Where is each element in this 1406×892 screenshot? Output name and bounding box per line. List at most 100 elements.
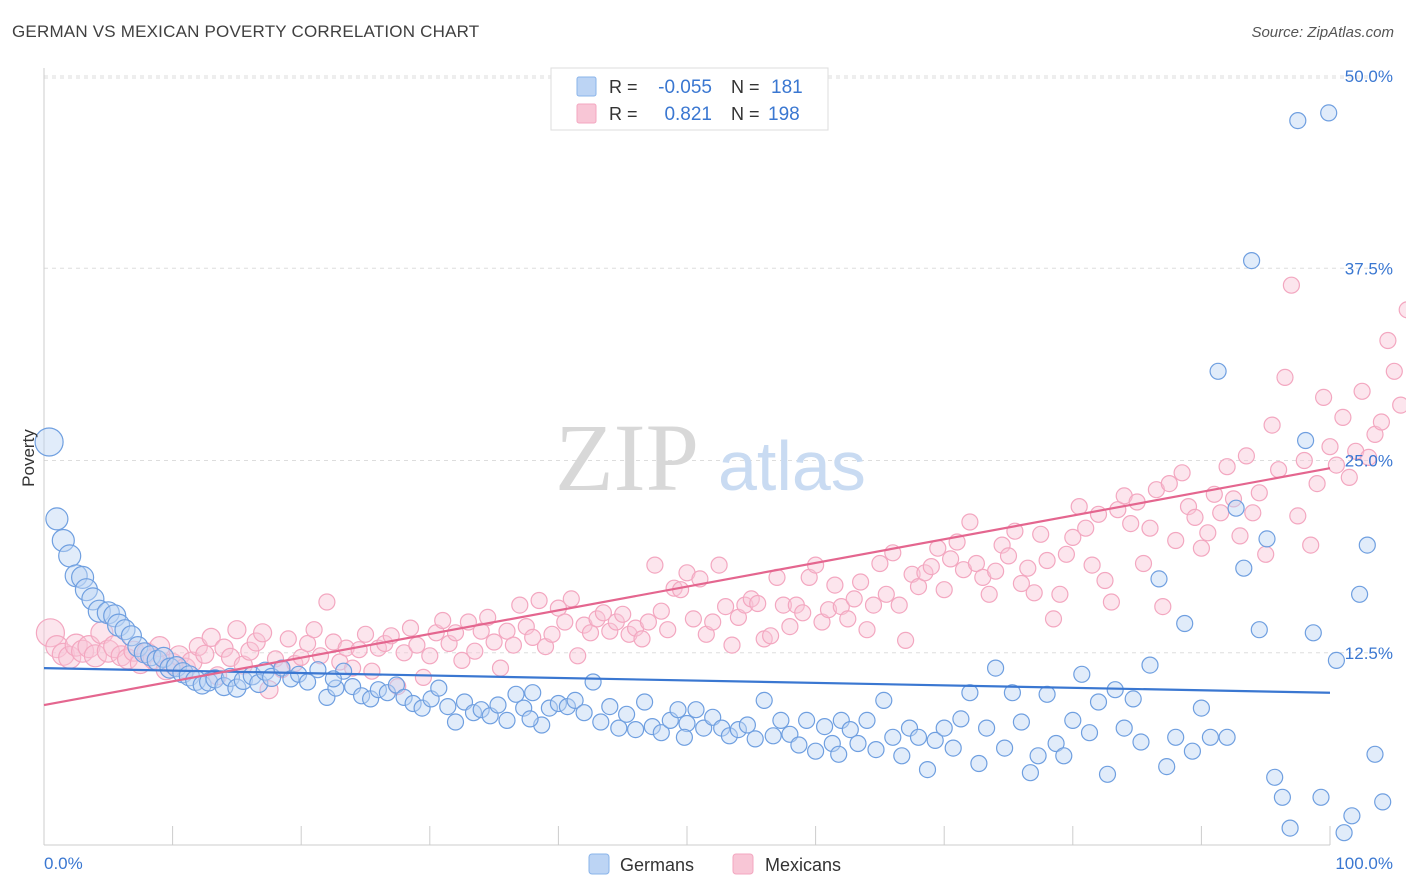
mexican-point	[35, 618, 66, 648]
german-point	[729, 720, 748, 739]
germans-r-value: -0.055	[658, 77, 712, 98]
mexican-point	[408, 636, 426, 654]
german-point	[324, 670, 342, 688]
mexican-point	[1064, 528, 1082, 547]
mexican-point	[980, 585, 998, 603]
mexican-point	[1250, 484, 1268, 502]
mexican-point	[967, 554, 986, 573]
mexican-point	[594, 604, 613, 622]
mexican-point	[909, 577, 928, 596]
mexican-point	[929, 539, 947, 557]
mexican-point	[806, 556, 825, 574]
german-point	[1273, 788, 1292, 806]
mexican-point	[64, 633, 88, 657]
german-point	[96, 601, 120, 625]
mexican-point	[569, 647, 587, 665]
stats-legend-box	[550, 67, 829, 131]
mexican-point	[1186, 508, 1204, 527]
german-point	[1312, 788, 1330, 806]
mexican-point	[871, 554, 889, 573]
mexican-point	[299, 634, 317, 653]
german-point	[944, 739, 962, 757]
mexican-point	[421, 647, 439, 665]
grid-lines	[44, 75, 1372, 654]
german-point	[1218, 728, 1236, 746]
german-point	[1038, 685, 1056, 703]
mexican-point	[517, 617, 535, 636]
mexican-point	[195, 644, 215, 664]
german-point	[601, 697, 619, 716]
german-point	[58, 544, 82, 568]
german-point	[369, 681, 387, 699]
y-tick-label: 50.0%	[1345, 67, 1393, 86]
watermark-zip: ZIP	[555, 404, 699, 511]
source-label: Source: ZipAtlas.com	[1251, 24, 1394, 41]
german-point	[1012, 713, 1031, 731]
german-point	[832, 711, 850, 730]
mexican-point	[485, 633, 503, 651]
german-point	[395, 688, 413, 707]
mexican-point	[1334, 408, 1352, 426]
mexican-point	[1212, 504, 1230, 522]
mexican-point	[877, 585, 895, 603]
german-point	[387, 676, 405, 694]
mexican-point	[716, 597, 735, 616]
chart-title: GERMAN VS MEXICAN POVERTY CORRELATION CH…	[12, 22, 480, 41]
german-point	[1064, 711, 1082, 730]
mexicans-n-value: 198	[768, 104, 800, 125]
mexican-point	[851, 573, 870, 591]
mexican-point	[1244, 504, 1262, 522]
mexican-point	[511, 596, 529, 614]
mexican-point	[562, 590, 580, 608]
german-point	[1176, 614, 1194, 633]
mexican-point	[530, 591, 548, 610]
mexican-point	[1353, 382, 1371, 400]
german-point	[1320, 104, 1338, 122]
german-point	[806, 742, 825, 760]
german-point	[521, 710, 539, 728]
mexican-point	[318, 593, 336, 611]
mexican-point	[1051, 585, 1069, 603]
german-point	[1209, 362, 1227, 380]
mexican-point	[581, 624, 600, 642]
mexican-point	[1141, 519, 1159, 537]
legend-germans-swatch	[588, 853, 610, 875]
mexican-point	[440, 634, 458, 653]
german-point	[849, 734, 867, 753]
mexicans-swatch	[576, 103, 597, 124]
german-point	[1258, 530, 1276, 548]
mexicans-trend-line	[43, 467, 1331, 707]
watermark-atlas: atlas	[718, 427, 866, 505]
mexican-point	[646, 556, 664, 574]
mexican-point	[1134, 554, 1153, 573]
german-point	[1374, 793, 1392, 811]
german-point	[1183, 742, 1202, 760]
german-point	[45, 507, 69, 531]
mexican-point	[1295, 451, 1313, 470]
mexican-point	[1032, 525, 1050, 543]
mexican-point	[1308, 475, 1326, 493]
german-point	[1132, 733, 1150, 751]
mexican-point	[845, 590, 863, 608]
german-point	[446, 713, 465, 731]
german-point	[1029, 747, 1047, 765]
german-point	[1366, 745, 1384, 763]
mexican-point	[639, 613, 658, 631]
german-point	[675, 728, 694, 746]
mexican-point	[993, 536, 1011, 554]
mexican-point	[466, 642, 484, 660]
german-point	[867, 740, 885, 759]
series-mexicans	[35, 276, 1406, 700]
german-point	[926, 731, 944, 750]
mexican-point	[279, 630, 297, 648]
german-point	[643, 717, 661, 736]
german-point	[1021, 764, 1040, 782]
mexican-point	[858, 621, 876, 639]
mexican-point	[1327, 456, 1346, 474]
mexican-point	[1167, 531, 1185, 550]
mexican-point	[253, 623, 273, 643]
mexican-point	[588, 610, 606, 628]
german-point	[1235, 559, 1253, 577]
germans-swatch	[576, 76, 597, 97]
